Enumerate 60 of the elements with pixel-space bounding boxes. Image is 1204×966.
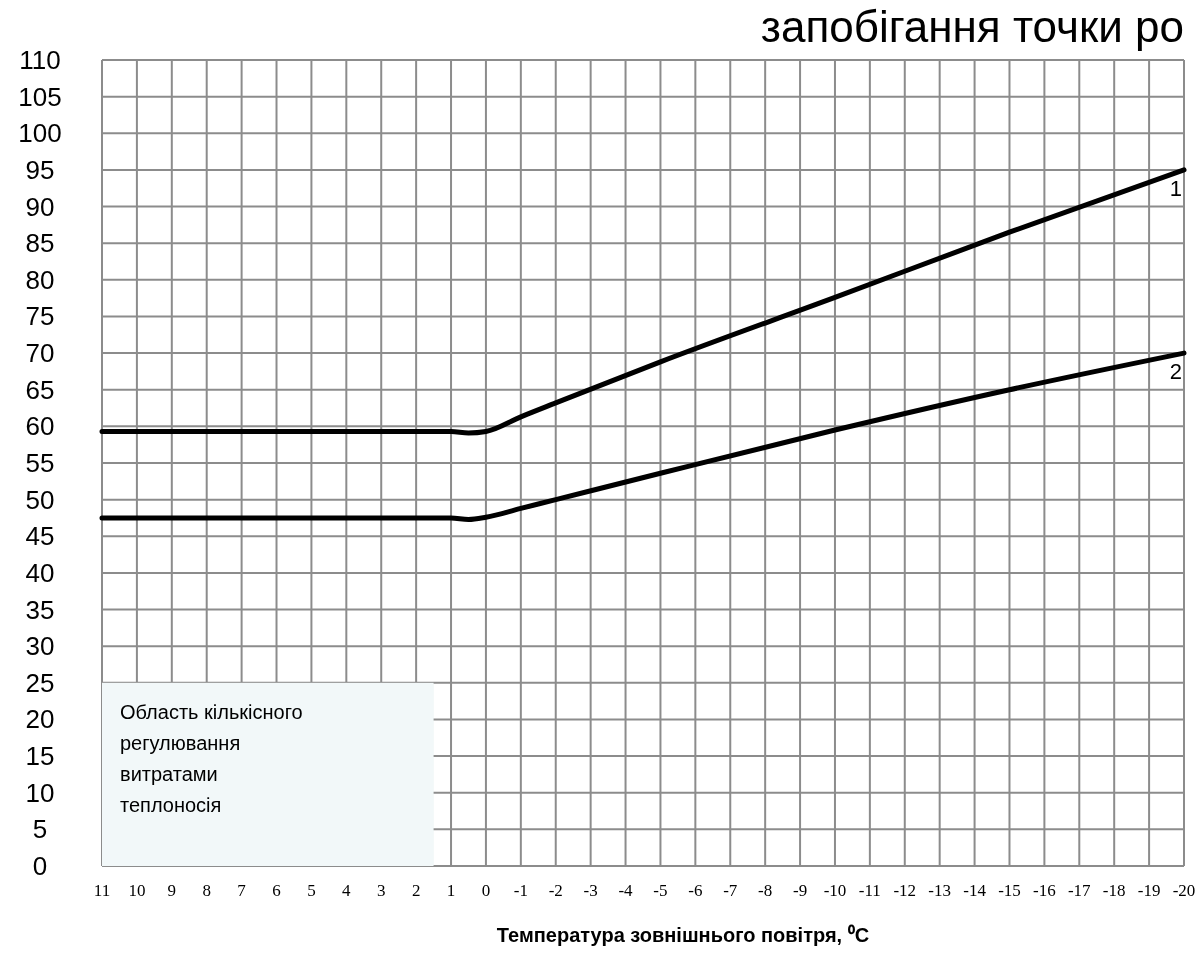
- series-label: 1: [1169, 175, 1182, 201]
- y-tick-label: 40: [25, 557, 55, 588]
- y-tick-label: 100: [18, 118, 62, 149]
- y-tick-label: 95: [25, 154, 55, 185]
- y-tick-label: 105: [18, 81, 62, 112]
- x-tick-label: -9: [792, 881, 808, 900]
- x-tick-label: 10: [128, 881, 146, 900]
- y-tick-label: 15: [25, 741, 55, 772]
- x-tick-label: -1: [513, 881, 528, 900]
- y-tick-label: 5: [32, 814, 48, 845]
- x-axis-title: Температура зовнішнього повітря, ⁰C: [496, 924, 870, 946]
- x-tick-label: -16: [1033, 881, 1056, 900]
- x-tick-label: -5: [653, 881, 668, 900]
- x-tick-label: 11: [93, 881, 111, 900]
- x-tick-label: -6: [688, 881, 703, 900]
- y-tick-label: 45: [25, 521, 55, 552]
- y-tick-label: 80: [25, 264, 55, 295]
- x-tick-label: 3: [376, 881, 386, 900]
- x-tick-label: 5: [307, 881, 316, 900]
- y-tick-label: 30: [25, 631, 55, 662]
- y-tick-label: 70: [25, 338, 55, 369]
- x-tick-label: -19: [1137, 881, 1161, 900]
- band-label: Область кількісного регулювання витратами теплоносія: [120, 700, 303, 816]
- x-tick-label: -4: [618, 881, 634, 900]
- x-tick-label: 6: [272, 881, 281, 900]
- x-tick-label: -14: [963, 881, 987, 900]
- x-tick-label: -13: [928, 881, 952, 900]
- y-tick-label: 0: [32, 851, 48, 881]
- y-tick-label: 55: [25, 448, 55, 478]
- y-tick-label: 75: [25, 301, 55, 332]
- x-tick-label: 0: [481, 881, 491, 900]
- x-tick-label: 7: [237, 881, 247, 900]
- x-tick-label: -3: [583, 881, 598, 900]
- y-tick-label: 35: [25, 594, 55, 625]
- y-tick-label: 25: [25, 667, 55, 698]
- y-tick-label: 20: [25, 704, 55, 735]
- x-tick-label: -12: [893, 881, 917, 900]
- y-tick-label: 50: [25, 484, 55, 515]
- x-tick-label: -7: [723, 881, 738, 900]
- x-tick-label: -17: [1067, 881, 1092, 900]
- x-tick-label: 9: [167, 881, 177, 900]
- y-tick-label: 10: [25, 777, 55, 808]
- x-tick-label: -11: [858, 881, 881, 900]
- y-tick-label: 90: [25, 191, 55, 222]
- x-tick-label: -2: [548, 881, 563, 900]
- x-tick-label: 4: [342, 881, 352, 900]
- series-label: 2: [1169, 359, 1182, 385]
- y-tick-label: 110: [19, 45, 61, 75]
- x-tick-label: -8: [758, 881, 773, 900]
- x-tick-label: -18: [1102, 881, 1126, 900]
- x-tick-label: -15: [998, 881, 1021, 900]
- chart-title: запобігання точки ро: [760, 2, 1184, 51]
- y-tick-label: 85: [25, 228, 55, 259]
- y-tick-label: 60: [25, 411, 55, 442]
- x-tick-label: -20: [1172, 881, 1196, 900]
- y-tick-label: 65: [25, 374, 55, 405]
- x-tick-label: 1: [446, 881, 456, 900]
- x-tick-label: 2: [411, 881, 421, 900]
- x-tick-label: -10: [823, 881, 847, 900]
- x-tick-label: 8: [202, 881, 211, 900]
